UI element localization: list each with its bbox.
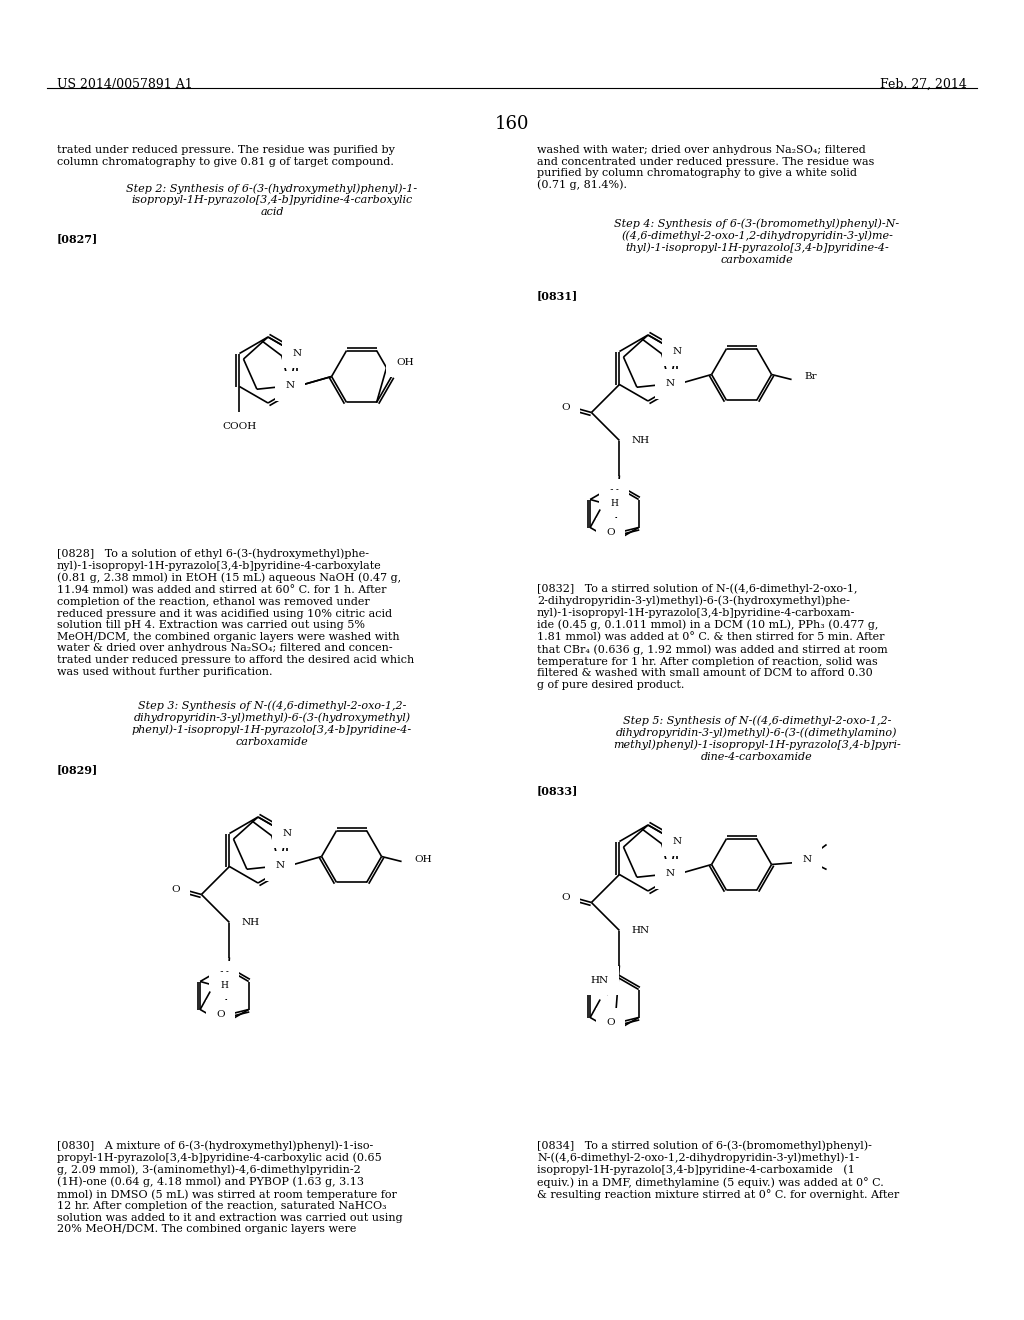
Text: 160: 160 <box>495 115 529 133</box>
Text: N: N <box>666 379 674 388</box>
Text: Step 4: Synthesis of 6-(3-(bromomethyl)phenyl)-N-
((4,6-dimethyl-2-oxo-1,2-dihyd: Step 4: Synthesis of 6-(3-(bromomethyl)p… <box>614 218 899 265</box>
Text: washed with water; dried over anhydrous Na₂SO₄; filtered
and concentrated under : washed with water; dried over anhydrous … <box>537 145 874 190</box>
Text: Step 3: Synthesis of N-((4,6-dimethyl-2-oxo-1,2-
dihydropyridin-3-yl)methyl)-6-(: Step 3: Synthesis of N-((4,6-dimethyl-2-… <box>132 700 412 747</box>
Text: HN: HN <box>632 927 649 935</box>
Text: O: O <box>561 894 569 902</box>
Text: [0830]   A mixture of 6-(3-(hydroxymethyl)phenyl)-1-iso-
propyl-1H-pyrazolo[3,4-: [0830] A mixture of 6-(3-(hydroxymethyl)… <box>57 1140 402 1234</box>
Text: [0828]   To a solution of ethyl 6-(3-(hydroxymethyl)phe-
nyl)-1-isopropyl-1H-pyr: [0828] To a solution of ethyl 6-(3-(hydr… <box>57 548 415 677</box>
Text: H: H <box>610 499 618 508</box>
Text: [0834]   To a stirred solution of 6-(3-(bromomethyl)phenyl)-
N-((4,6-dimethyl-2-: [0834] To a stirred solution of 6-(3-(br… <box>537 1140 899 1200</box>
Text: N: N <box>292 348 301 358</box>
Text: O: O <box>171 884 180 894</box>
Text: Feb. 27, 2014: Feb. 27, 2014 <box>880 78 967 91</box>
Text: N: N <box>672 837 681 846</box>
Text: N: N <box>285 381 294 391</box>
Text: OH: OH <box>415 855 432 865</box>
Text: H: H <box>220 981 228 990</box>
Text: OH: OH <box>396 358 414 367</box>
Text: [0827]: [0827] <box>57 234 98 244</box>
Text: [0833]: [0833] <box>537 785 579 796</box>
Text: trated under reduced pressure. The residue was purified by
column chromatography: trated under reduced pressure. The resid… <box>57 145 395 166</box>
Text: Step 5: Synthesis of N-((4,6-dimethyl-2-oxo-1,2-
dihydropyridin-3-yl)methyl)-6-(: Step 5: Synthesis of N-((4,6-dimethyl-2-… <box>613 715 901 762</box>
Text: O: O <box>561 403 569 412</box>
Text: O: O <box>606 1018 615 1027</box>
Text: N: N <box>802 855 811 865</box>
Text: [0831]: [0831] <box>537 290 579 301</box>
Text: US 2014/0057891 A1: US 2014/0057891 A1 <box>57 78 193 91</box>
Text: O: O <box>606 528 615 537</box>
Text: [0829]: [0829] <box>57 764 98 775</box>
Text: N: N <box>672 347 681 356</box>
Text: N: N <box>610 488 618 498</box>
Text: HN: HN <box>591 975 608 985</box>
Text: NH: NH <box>632 436 649 445</box>
Text: O: O <box>216 1010 225 1019</box>
Text: N: N <box>220 972 229 979</box>
Text: COOH: COOH <box>222 422 257 432</box>
Text: [0832]   To a stirred solution of N-((4,6-dimethyl-2-oxo-1,
2-dihydropyridin-3-y: [0832] To a stirred solution of N-((4,6-… <box>537 583 888 690</box>
Text: N: N <box>666 870 674 878</box>
Text: NH: NH <box>242 917 259 927</box>
Text: Step 2: Synthesis of 6-(3-(hydroxymethyl)phenyl)-1-
isopropyl-1H-pyrazolo[3,4-b]: Step 2: Synthesis of 6-(3-(hydroxymethyl… <box>126 183 418 216</box>
Text: N: N <box>275 861 285 870</box>
Text: Br: Br <box>805 372 817 381</box>
Text: N: N <box>282 829 291 838</box>
